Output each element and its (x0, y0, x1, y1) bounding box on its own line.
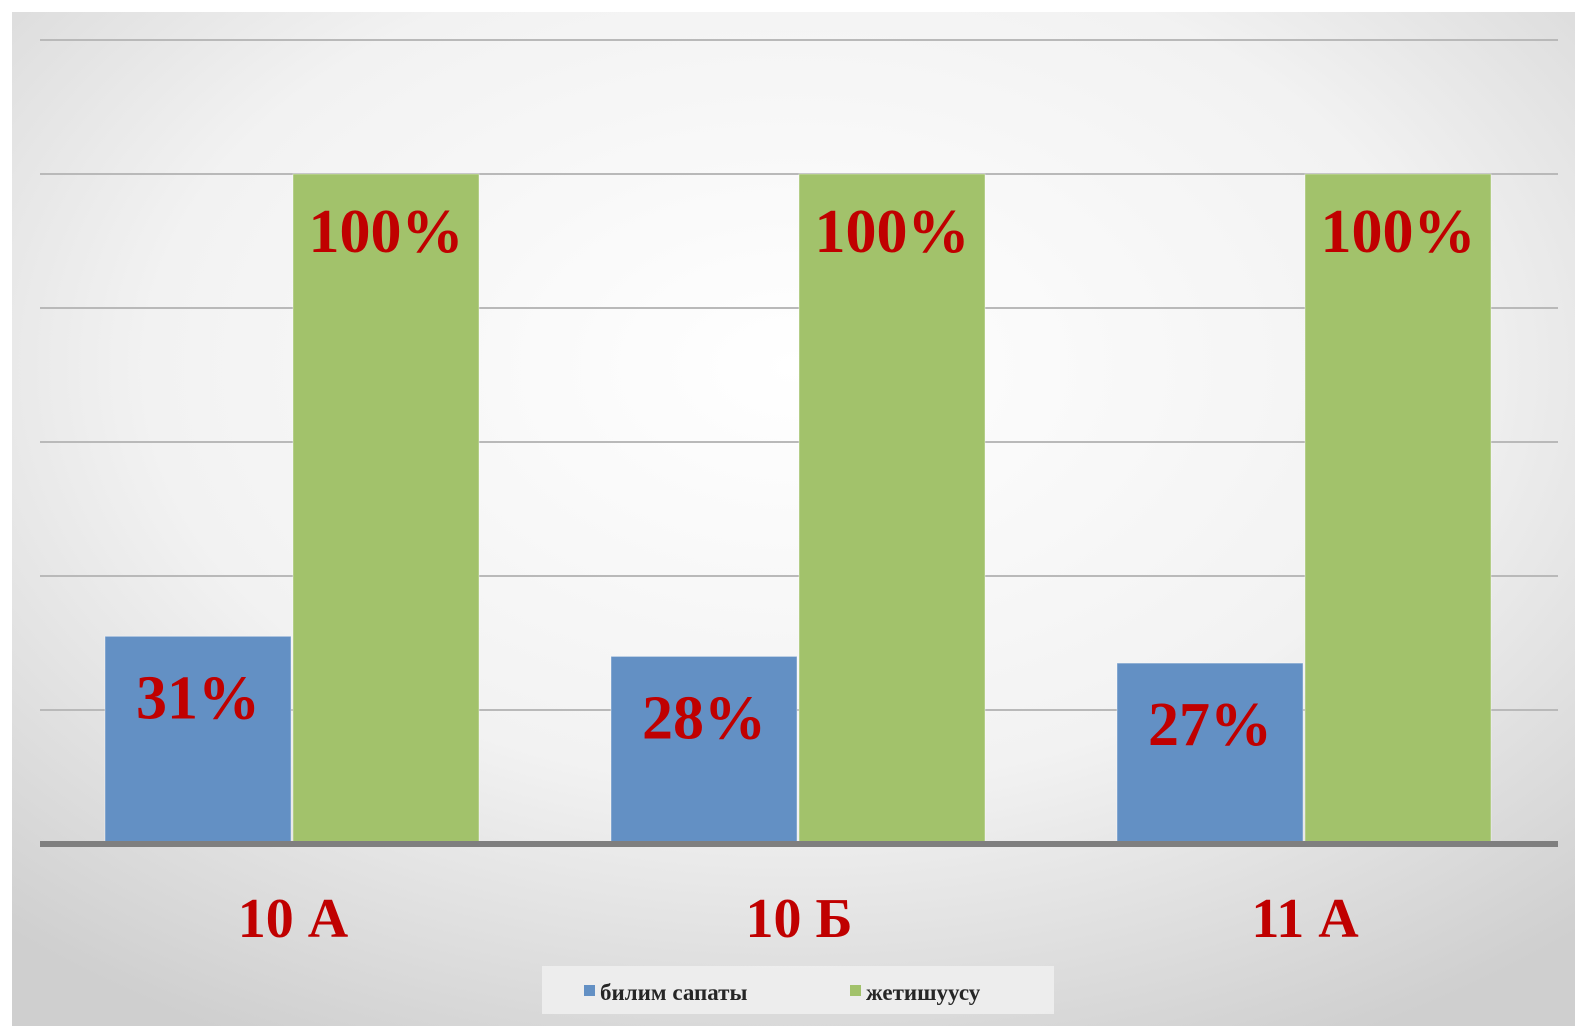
data-label: 100% (309, 198, 464, 266)
bar-series-2 (1304, 173, 1492, 845)
data-label: 100% (815, 198, 970, 266)
category-tick-labels: 10 А 10 Б 11 А (238, 888, 1359, 950)
data-label: 28% (642, 684, 766, 752)
bar-series-1 (104, 635, 292, 845)
data-label: 100% (1321, 198, 1476, 266)
category-tick-label: 10 А (238, 888, 349, 950)
bar-series-2 (798, 173, 986, 845)
legend-entry-label: жетишуусу (866, 980, 981, 1005)
legend-swatch (584, 985, 595, 996)
legend: билим сапаты жетишуусу (542, 966, 1054, 1014)
legend-box (542, 966, 1054, 1014)
category-tick-label: 11 А (1251, 888, 1359, 950)
category-tick-label: 10 Б (745, 888, 852, 950)
data-label: 31% (136, 664, 260, 732)
legend-swatch (850, 985, 861, 996)
legend-entry-label: билим сапаты (600, 980, 747, 1005)
data-label: 27% (1148, 691, 1272, 759)
bars (104, 173, 1492, 845)
data-labels: 31% 100% 28% 100% 27% 100% (136, 198, 1476, 759)
bar-series-2 (292, 173, 480, 845)
